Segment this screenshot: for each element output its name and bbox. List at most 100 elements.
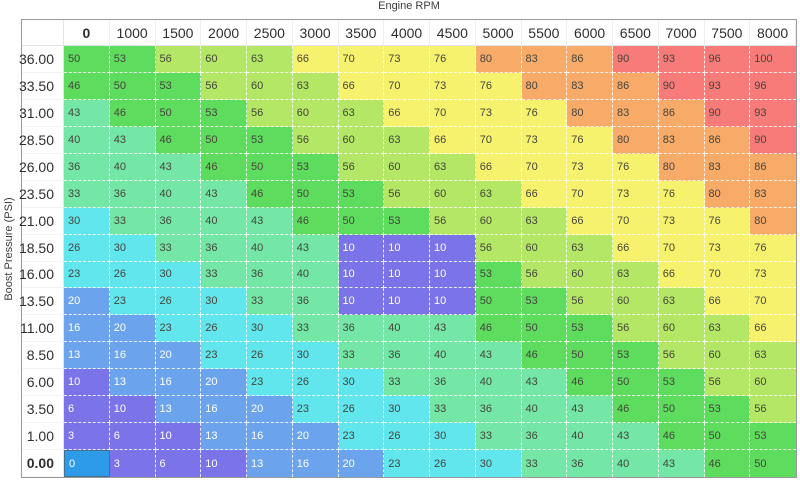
cell-r10-c9[interactable]: 46 — [475, 315, 522, 343]
cell-r5-c1[interactable]: 36 — [109, 180, 156, 208]
cell-r9-c9[interactable]: 50 — [475, 288, 522, 316]
cell-r4-c4[interactable]: 50 — [247, 153, 293, 181]
cell-r5-c4[interactable]: 46 — [247, 180, 293, 208]
cell-r1-c4[interactable]: 60 — [247, 72, 293, 100]
cell-r6-c1[interactable]: 33 — [109, 207, 156, 235]
cell-r3-c14[interactable]: 86 — [704, 126, 751, 154]
cell-r11-c2[interactable]: 20 — [155, 342, 202, 370]
cell-r9-c4[interactable]: 33 — [247, 288, 293, 316]
cell-r5-c9[interactable]: 63 — [475, 180, 522, 208]
cell-r1-c9[interactable]: 76 — [475, 72, 522, 100]
cell-r8-c8[interactable]: 10 — [430, 261, 476, 289]
row-header-28.50[interactable]: 28.50 — [19, 126, 64, 154]
cell-r2-c8[interactable]: 70 — [430, 99, 476, 127]
cell-r3-c4[interactable]: 53 — [247, 126, 293, 154]
cell-r3-c7[interactable]: 63 — [384, 126, 430, 154]
cell-r1-c15[interactable]: 96 — [750, 72, 796, 100]
cell-r5-c14[interactable]: 80 — [704, 180, 751, 208]
cell-r6-c7[interactable]: 53 — [384, 207, 430, 235]
cell-r0-c9[interactable]: 80 — [475, 46, 522, 73]
cell-r12-c0[interactable]: 10 — [64, 369, 110, 397]
row-header-0.00[interactable]: 0.00 — [22, 450, 64, 477]
cell-r0-c11[interactable]: 86 — [567, 46, 613, 73]
cell-r0-c7[interactable]: 73 — [384, 46, 430, 73]
cell-r7-c0[interactable]: 26 — [64, 234, 110, 262]
cell-r12-c3[interactable]: 20 — [201, 369, 247, 397]
cell-r2-c12[interactable]: 83 — [613, 99, 659, 127]
cell-r9-c6[interactable]: 10 — [338, 288, 385, 316]
cell-r1-c14[interactable]: 93 — [704, 72, 751, 100]
cell-r4-c7[interactable]: 60 — [384, 153, 430, 181]
row-header-18.50[interactable]: 18.50 — [19, 234, 64, 262]
cell-r0-c2[interactable]: 56 — [155, 46, 202, 73]
cell-r2-c5[interactable]: 60 — [292, 99, 339, 127]
cell-r1-c11[interactable]: 83 — [567, 72, 613, 100]
cell-r14-c15[interactable]: 53 — [750, 423, 796, 451]
cell-r10-c8[interactable]: 43 — [430, 315, 476, 343]
col-header-3500[interactable]: 3500 — [338, 20, 385, 46]
cell-r4-c15[interactable]: 86 — [750, 153, 796, 181]
cell-r6-c15[interactable]: 80 — [750, 207, 796, 235]
cell-r2-c1[interactable]: 46 — [109, 99, 156, 127]
cell-r0-c4[interactable]: 63 — [247, 46, 293, 73]
row-header-1.00[interactable]: 1.00 — [22, 423, 64, 451]
cell-r14-c9[interactable]: 33 — [475, 423, 522, 451]
cell-r2-c14[interactable]: 90 — [704, 99, 751, 127]
cell-r4-c13[interactable]: 80 — [658, 153, 705, 181]
row-header-33.50[interactable]: 33.50 — [19, 72, 64, 100]
cell-r2-c4[interactable]: 56 — [247, 99, 293, 127]
cell-r6-c5[interactable]: 46 — [292, 207, 339, 235]
col-header-4500[interactable]: 4500 — [430, 20, 476, 46]
cell-r5-c12[interactable]: 73 — [613, 180, 659, 208]
cell-r9-c14[interactable]: 66 — [704, 288, 751, 316]
cell-r13-c0[interactable]: 6 — [64, 396, 110, 424]
cell-r3-c0[interactable]: 40 — [64, 126, 110, 154]
col-header-5000[interactable]: 5000 — [475, 20, 522, 46]
cell-r4-c5[interactable]: 53 — [292, 153, 339, 181]
cell-r7-c12[interactable]: 66 — [613, 234, 659, 262]
cell-r2-c13[interactable]: 86 — [658, 99, 705, 127]
cell-r13-c11[interactable]: 43 — [567, 396, 613, 424]
cell-r14-c8[interactable]: 30 — [430, 423, 476, 451]
cell-r10-c10[interactable]: 50 — [521, 315, 568, 343]
cell-r12-c11[interactable]: 46 — [567, 369, 613, 397]
cell-r7-c5[interactable]: 43 — [292, 234, 339, 262]
cell-r12-c10[interactable]: 43 — [521, 369, 568, 397]
cell-r11-c12[interactable]: 53 — [613, 342, 659, 370]
cell-r9-c0[interactable]: 20 — [64, 288, 110, 316]
cell-r10-c6[interactable]: 36 — [338, 315, 385, 343]
cell-r5-c6[interactable]: 53 — [338, 180, 385, 208]
cell-r15-c4[interactable]: 13 — [247, 450, 293, 477]
cell-r0-c1[interactable]: 53 — [109, 46, 156, 73]
cell-r12-c6[interactable]: 30 — [338, 369, 385, 397]
cell-r8-c13[interactable]: 66 — [658, 261, 705, 289]
cell-r11-c15[interactable]: 63 — [750, 342, 796, 370]
cell-r8-c5[interactable]: 40 — [292, 261, 339, 289]
cell-r10-c3[interactable]: 26 — [201, 315, 247, 343]
cell-r12-c7[interactable]: 33 — [384, 369, 430, 397]
col-header-3000[interactable]: 3000 — [292, 20, 339, 46]
cell-r0-c13[interactable]: 93 — [658, 46, 705, 73]
cell-r15-c12[interactable]: 40 — [613, 450, 659, 477]
cell-r11-c0[interactable]: 13 — [64, 342, 110, 370]
cell-r11-c11[interactable]: 50 — [567, 342, 613, 370]
cell-r1-c1[interactable]: 50 — [109, 72, 156, 100]
cell-r14-c3[interactable]: 13 — [201, 423, 247, 451]
col-header-2500[interactable]: 2500 — [247, 20, 293, 46]
cell-r0-c12[interactable]: 90 — [613, 46, 659, 73]
cell-r9-c10[interactable]: 53 — [521, 288, 568, 316]
cell-r0-c15[interactable]: 100 — [750, 46, 796, 73]
cell-r12-c1[interactable]: 13 — [109, 369, 156, 397]
cell-r11-c6[interactable]: 33 — [338, 342, 385, 370]
cell-r11-c10[interactable]: 46 — [521, 342, 568, 370]
cell-r6-c9[interactable]: 60 — [475, 207, 522, 235]
cell-r6-c12[interactable]: 70 — [613, 207, 659, 235]
cell-r1-c5[interactable]: 63 — [292, 72, 339, 100]
row-header-11.00[interactable]: 11.00 — [20, 315, 64, 343]
cell-r8-c11[interactable]: 60 — [567, 261, 613, 289]
cell-r4-c2[interactable]: 43 — [155, 153, 202, 181]
cell-r4-c3[interactable]: 46 — [201, 153, 247, 181]
cell-r12-c5[interactable]: 26 — [292, 369, 339, 397]
cell-r13-c4[interactable]: 20 — [247, 396, 293, 424]
cell-r1-c7[interactable]: 70 — [384, 72, 430, 100]
